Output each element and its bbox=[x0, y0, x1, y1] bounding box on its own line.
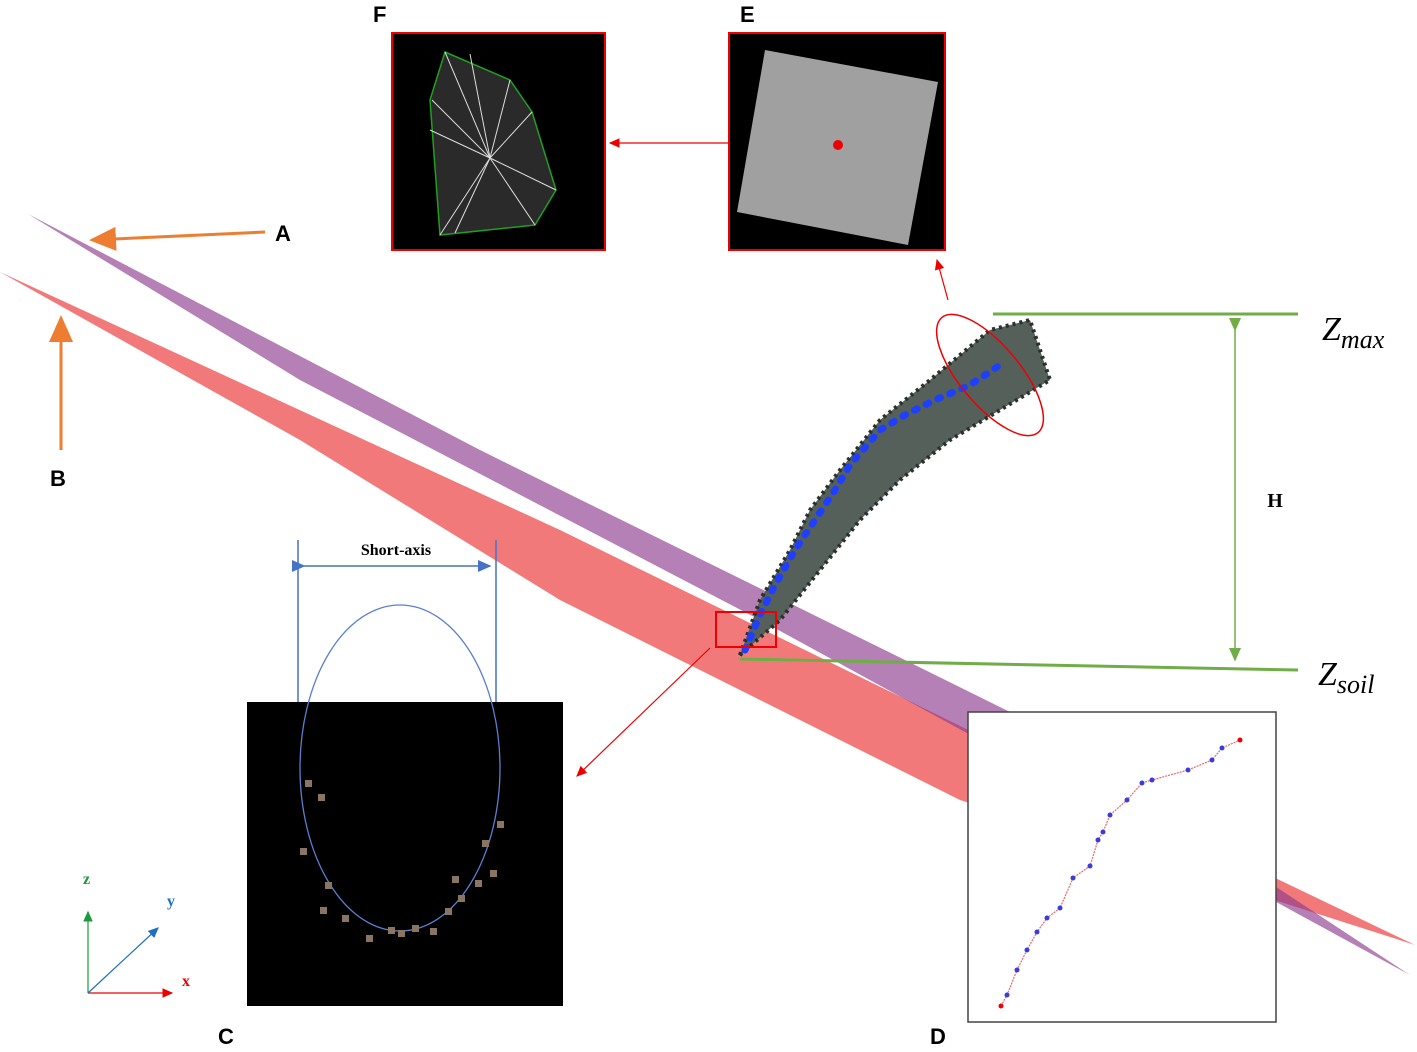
label-d: D bbox=[930, 1024, 946, 1049]
z-soil-label: Zsoil bbox=[1318, 656, 1375, 699]
z-soil-sub: soil bbox=[1337, 670, 1375, 699]
axis-z-label: z bbox=[83, 871, 90, 888]
z-max-base: Z bbox=[1322, 311, 1342, 348]
z-max-sub: max bbox=[1341, 325, 1385, 354]
arrow-a bbox=[89, 226, 266, 251]
axis-y bbox=[87, 927, 159, 994]
axis-y-label: y bbox=[167, 893, 175, 910]
axis-x-label: x bbox=[182, 973, 190, 990]
skeleton-nodes bbox=[1004, 745, 1225, 998]
z-max-label: Zmax bbox=[1322, 311, 1385, 354]
label-b: B bbox=[50, 466, 66, 491]
rays bbox=[429, 51, 557, 236]
skeleton-end bbox=[998, 1003, 1004, 1009]
stem-points bbox=[741, 361, 1004, 654]
label-f: F bbox=[373, 2, 386, 27]
hull bbox=[429, 50, 557, 236]
section-points bbox=[300, 780, 504, 942]
arrow-to-e bbox=[934, 258, 949, 301]
red-point bbox=[833, 140, 843, 150]
inset-c bbox=[247, 702, 563, 1006]
label-a: A bbox=[275, 221, 291, 246]
short-axis-label: Short-axis bbox=[361, 542, 431, 559]
top-ellipse bbox=[935, 313, 1045, 437]
plant bbox=[738, 317, 1053, 657]
label-c: C bbox=[218, 1024, 234, 1049]
arrow-to-c bbox=[576, 647, 711, 777]
skeleton-end bbox=[1237, 737, 1243, 743]
z-soil-base: Z bbox=[1318, 656, 1338, 693]
height-label: H bbox=[1267, 490, 1283, 512]
label-e: E bbox=[740, 2, 755, 27]
base-box bbox=[715, 611, 777, 648]
zsoil-line bbox=[739, 657, 1299, 672]
